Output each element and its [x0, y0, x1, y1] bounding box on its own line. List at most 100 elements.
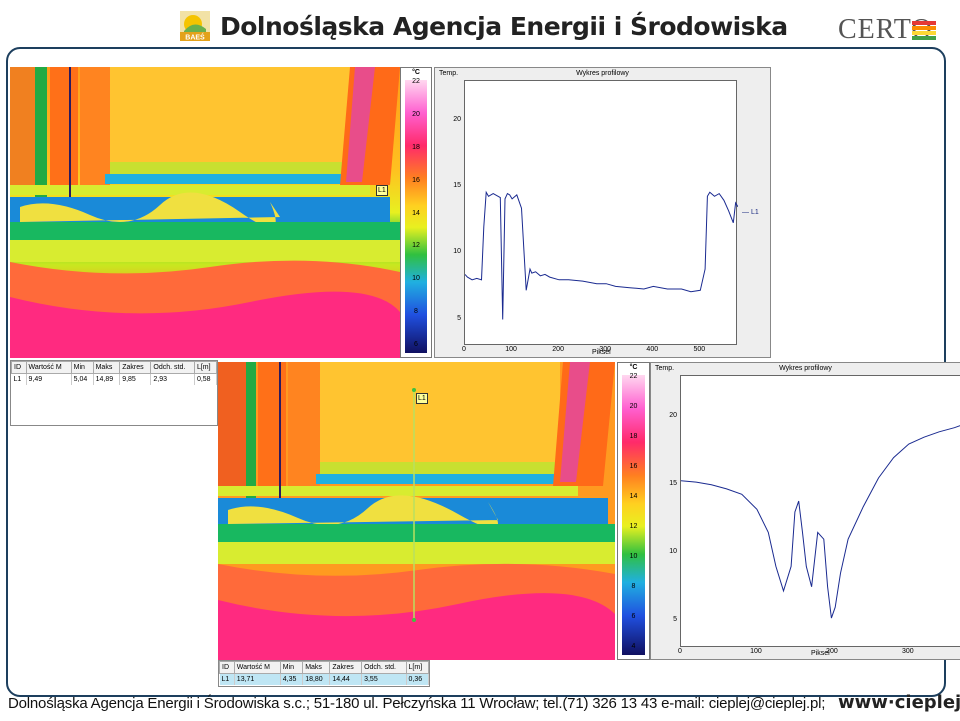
x-tick-label: 200: [552, 346, 564, 353]
table-cell: 5,04: [71, 373, 94, 385]
footer-website-link[interactable]: www·cieplej·pl: [838, 692, 960, 713]
scale-tick-label: 14: [629, 493, 638, 500]
scale-gradient: [622, 375, 645, 655]
table-cell: L1: [219, 673, 235, 685]
x-tick-label: 100: [505, 346, 517, 353]
profile-line-chart-bottom: [680, 425, 960, 619]
footer-address: Dolnośląska Agencja Energii i Środowiska…: [8, 695, 826, 712]
series-line-l1: [464, 190, 739, 320]
y-tick-label: 15: [669, 479, 677, 487]
table-header-cell[interactable]: Wartość M: [233, 661, 281, 674]
profile-chart-top: Temp. Wykres profilowy Piksel — L1 20 15 1…: [434, 67, 771, 358]
scale-tick-label: 4: [631, 643, 636, 650]
x-tick-label: 400: [646, 346, 659, 353]
line-marker-label-top[interactable]: L1: [376, 185, 388, 196]
profile-title: Wykres profilowy: [779, 365, 832, 372]
table-cell: 14,89: [93, 373, 121, 385]
temperature-scale-bottom: °C 22 20 18 16 14 12 10 8 6 4: [617, 362, 650, 660]
y-tick-label: 20: [453, 115, 461, 123]
y-tick-label: 10: [453, 248, 461, 256]
profile-plot-area: [680, 375, 960, 647]
y-tick-label: 15: [453, 182, 461, 189]
stats-table-bottom: ID Wartość M Min Maks Zakres Odch. std. L[m] L…: [218, 660, 430, 687]
scale-unit: °C: [629, 364, 638, 371]
scale-tick-label: 8: [631, 583, 636, 590]
table-header-cell[interactable]: Zakres: [119, 361, 152, 374]
x-tick-label: 500: [693, 346, 706, 353]
scale-tick-label: 8: [414, 308, 418, 316]
scale-tick-label: 10: [629, 553, 638, 560]
table-cell: 4,35: [280, 673, 304, 685]
scale-tick-label: 20: [629, 403, 638, 410]
table-cell: 0,58: [194, 373, 218, 385]
x-tick-label: 0: [462, 346, 466, 353]
table-header-cell[interactable]: Maks: [302, 661, 331, 674]
scale-tick-label: 6: [631, 613, 636, 620]
series-line-l1: [680, 425, 960, 619]
table-cell: 14,44: [329, 673, 363, 685]
table-cell: 13,71: [234, 673, 281, 685]
scale-unit: °C: [412, 69, 420, 76]
profile-plot-area: [464, 80, 739, 345]
x-tick-label: 300: [901, 648, 914, 655]
thermal-image-bottom: [218, 362, 615, 660]
scale-tick-label: 18: [412, 143, 420, 151]
table-header-cell[interactable]: Odch. std.: [150, 361, 195, 374]
table-cell: 3,55: [361, 673, 407, 685]
scale-tick-label: 18: [629, 433, 638, 440]
baes-logo: BAEŚ: [180, 11, 210, 42]
stats-table-top: ID Wartość M Min Maks Zakres Odch. std. L[m] L…: [10, 360, 218, 426]
table-cell: 18,80: [302, 673, 331, 685]
legend-l1: — L1: [742, 209, 759, 216]
table-header-cell[interactable]: L[m]: [193, 361, 218, 374]
scale-tick-label: 22: [629, 373, 638, 380]
scale-tick-label: 16: [412, 176, 420, 184]
table-header-cell[interactable]: Zakres: [329, 661, 363, 674]
table-row[interactable]: L1 13,71 4,35 18,80 14,44 3,55 0,36: [219, 673, 430, 685]
page-title: Dolnośląska Agencja Energii i Środowiska: [220, 12, 788, 41]
certo-logo-mark: [912, 19, 936, 43]
profile-temp-label: Temp.: [439, 70, 459, 77]
x-tick-label: 0: [678, 648, 682, 655]
y-tick-label: 5: [457, 314, 461, 322]
table-row[interactable]: L1 9,49 5,04 14,89 9,85 2,93 0,58: [11, 373, 218, 385]
x-axis-label: Piksel: [592, 349, 611, 356]
thermal-image-top: [10, 67, 400, 358]
table-header-cell[interactable]: L[m]: [405, 661, 430, 674]
scale-tick-label: 20: [412, 110, 420, 118]
svg-text:BAEŚ: BAEŚ: [185, 33, 205, 42]
x-tick-label: 100: [750, 648, 762, 655]
profile-chart-bottom: Temp. Wykres profilowy Piksel 20 15 10 5 0 10…: [650, 362, 960, 660]
scale-tick-label: 10: [412, 275, 420, 283]
scale-tick-label: 12: [412, 242, 420, 250]
table-cell: 9,85: [119, 373, 152, 385]
table-cell: 9,49: [26, 373, 72, 385]
profile-title: Wykres profilowy: [576, 70, 629, 77]
table-cell: 0,36: [406, 673, 430, 685]
temperature-scale-top: °C 22 20 18 16 14 12 10 8 6: [400, 67, 432, 358]
scale-tick-label: 14: [412, 209, 420, 217]
profile-temp-label: Temp.: [655, 365, 675, 372]
y-tick-label: 10: [669, 547, 677, 555]
y-tick-label: 5: [673, 615, 677, 623]
table-header-cell[interactable]: ID: [11, 361, 27, 374]
table-cell: L1: [11, 373, 27, 385]
scale-tick-label: 16: [629, 463, 638, 470]
table-header-cell[interactable]: Odch. std.: [361, 661, 407, 674]
table-header-cell[interactable]: Wartość M: [25, 361, 72, 374]
table-header-cell[interactable]: ID: [219, 661, 235, 674]
x-tick-label: 300: [599, 346, 612, 353]
scale-tick-label: 12: [629, 523, 638, 530]
table-cell: 2,93: [150, 373, 195, 385]
x-tick-label: 200: [826, 648, 838, 655]
scale-tick-label: 22: [412, 78, 420, 85]
x-axis-label: Piksel: [811, 650, 830, 657]
profile-line-chart-top: [464, 190, 739, 320]
y-tick-label: 20: [669, 411, 677, 419]
table-header-cell[interactable]: Min: [279, 661, 304, 674]
scale-gradient: [405, 80, 427, 353]
line-marker-label-bottom[interactable]: L1: [416, 393, 428, 404]
table-header-cell[interactable]: Maks: [92, 361, 121, 374]
scale-tick-label: 6: [414, 341, 418, 348]
table-header-cell[interactable]: Min: [70, 361, 94, 374]
